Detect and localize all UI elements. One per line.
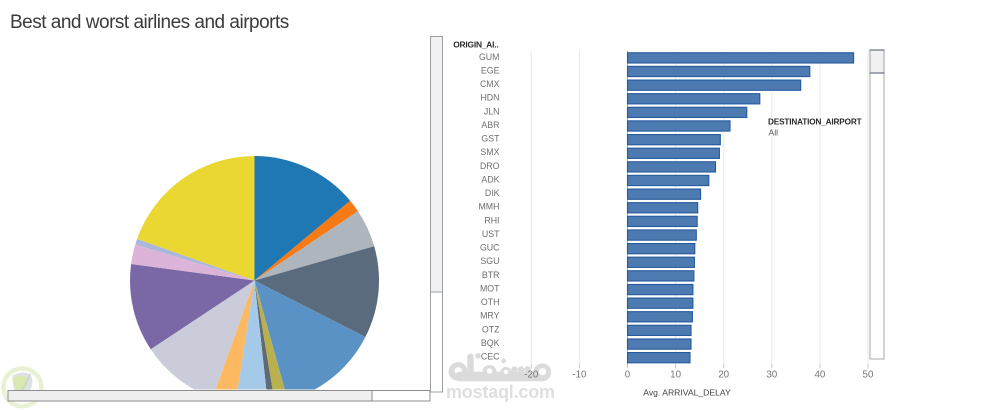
svg-text:DIK: DIK — [485, 188, 500, 198]
svg-text:ADK: ADK — [481, 174, 499, 184]
svg-text:Avg. ARRIVAL_DELAY: Avg. ARRIVAL_DELAY — [643, 388, 731, 398]
svg-text:GST: GST — [481, 134, 500, 144]
svg-text:30: 30 — [766, 369, 777, 380]
svg-text:MRY: MRY — [480, 311, 500, 321]
svg-text:EGE: EGE — [481, 65, 500, 75]
svg-text:-20: -20 — [524, 369, 539, 380]
svg-text:DRO: DRO — [480, 161, 500, 171]
svg-text:RHI: RHI — [484, 215, 499, 225]
svg-text:CEC: CEC — [481, 352, 500, 362]
svg-text:MMH: MMH — [478, 202, 499, 212]
svg-text:CMX: CMX — [480, 79, 500, 89]
svg-text:10: 10 — [670, 369, 681, 380]
svg-text:SGU: SGU — [480, 256, 499, 266]
svg-text:40: 40 — [814, 369, 825, 380]
svg-text:ABR: ABR — [481, 120, 499, 130]
svg-text:All: All — [769, 127, 779, 137]
svg-text:GUC: GUC — [480, 243, 500, 253]
svg-text:HDN: HDN — [480, 93, 499, 103]
svg-text:0: 0 — [625, 369, 631, 380]
svg-text:50: 50 — [863, 369, 874, 380]
svg-text:20: 20 — [718, 369, 729, 380]
svg-text:ORIGIN_AI..: ORIGIN_AI.. — [453, 39, 498, 49]
svg-text:SMX: SMX — [480, 147, 499, 157]
svg-text:OTH: OTH — [481, 297, 500, 307]
svg-text:DESTINATION_AIRPORT: DESTINATION_AIRPORT — [768, 117, 862, 126]
svg-text:BTR: BTR — [482, 270, 500, 280]
svg-text:Best and worst airlines and ai: Best and worst airlines and airports — [10, 12, 289, 33]
svg-text:JLN: JLN — [484, 106, 500, 116]
svg-text:-10: -10 — [572, 369, 587, 380]
svg-text:OTZ: OTZ — [482, 324, 500, 334]
svg-text:UST: UST — [482, 229, 500, 239]
svg-text:MOT: MOT — [480, 284, 500, 294]
svg-text:BQK: BQK — [481, 338, 500, 348]
svg-text:mostaql.com: mostaql.com — [446, 382, 555, 402]
svg-text:GUM: GUM — [479, 52, 500, 62]
